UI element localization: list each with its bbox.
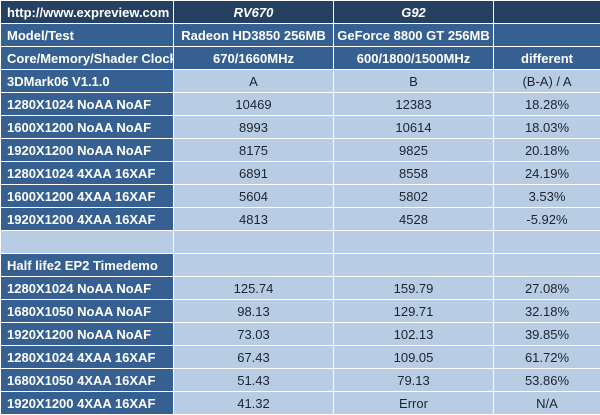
empty-cell [493, 253, 600, 277]
gpu-b-value-cell: 8558 [333, 161, 494, 185]
model-spacer-cell [493, 23, 600, 47]
clocks-label-cell: Core/Memory/Shader Clock [0, 46, 174, 70]
row-label-cell: 1280X1024 4XAA 16XAF [0, 161, 174, 185]
section-title-cell: Half life2 EP2 Timedemo [0, 253, 174, 277]
gpu-a-value-cell: 73.03 [173, 322, 334, 346]
diff-value-cell: 18.28% [493, 92, 600, 116]
model-test-label-cell: Model/Test [0, 23, 174, 47]
row-label-cell: 1680X1050 NoAA NoAF [0, 299, 174, 323]
gpu-b-value-cell: Error [333, 391, 494, 415]
clocks-row: Core/Memory/Shader Clock 670/1660MHz 600… [0, 46, 600, 70]
table-row: 1920X1200 NoAA NoAF 8175 9825 20.18% [0, 138, 600, 162]
table-row: 1920X1200 4XAA 16XAF 4813 4528 -5.92% [0, 207, 600, 231]
diff-value-cell: N/A [493, 391, 600, 415]
row-label-cell: 1920X1200 NoAA NoAF [0, 138, 174, 162]
diff-formula-cell: (B-A) / A [493, 69, 600, 93]
table-row: 1600X1200 NoAA NoAF 8993 10614 18.03% [0, 115, 600, 139]
empty-cell [0, 230, 174, 254]
gpu-b-value-cell: 4528 [333, 207, 494, 231]
model-row: Model/Test Radeon HD3850 256MB GeForce 8… [0, 23, 600, 47]
empty-cell [333, 253, 494, 277]
table-row: 1280X1024 4XAA 16XAF 67.43 109.05 61.72% [0, 345, 600, 369]
diff-value-cell: 3.53% [493, 184, 600, 208]
row-label-cell: 1600X1200 4XAA 16XAF [0, 184, 174, 208]
gpu-a-value-cell: 8175 [173, 138, 334, 162]
section-halflife-row: Half life2 EP2 Timedemo [0, 253, 600, 277]
gpu-a-value-cell: 67.43 [173, 345, 334, 369]
gpu-a-value-cell: 51.43 [173, 368, 334, 392]
diff-value-cell: 61.72% [493, 345, 600, 369]
row-label-cell: 1280X1024 NoAA NoAF [0, 92, 174, 116]
section-3dmark-row: 3DMark06 V1.1.0 A B (B-A) / A [0, 69, 600, 93]
gpu-b-value-cell: 9825 [333, 138, 494, 162]
gpu-b-value-cell: 129.71 [333, 299, 494, 323]
different-header-cell: different [493, 46, 600, 70]
section-title-cell: 3DMark06 V1.1.0 [0, 69, 174, 93]
gpu-a-value-cell: 5604 [173, 184, 334, 208]
table-row: 1920X1200 4XAA 16XAF 41.32 Error N/A [0, 391, 600, 415]
diff-value-cell: 20.18% [493, 138, 600, 162]
gpu-b-value-cell: 10614 [333, 115, 494, 139]
table-row: 1280X1024 NoAA NoAF 125.74 159.79 27.08% [0, 276, 600, 300]
gpu-a-model-cell: Radeon HD3850 256MB [173, 23, 334, 47]
source-url-cell: http://www.expreview.com [0, 0, 174, 24]
gpu-a-value-cell: 98.13 [173, 299, 334, 323]
gpu-b-value-cell: 109.05 [333, 345, 494, 369]
row-label-cell: 1280X1024 4XAA 16XAF [0, 345, 174, 369]
spacer-row [0, 230, 600, 254]
table-row: 1280X1024 NoAA NoAF 10469 12383 18.28% [0, 92, 600, 116]
diff-value-cell: -5.92% [493, 207, 600, 231]
row-label-cell: 1920X1200 4XAA 16XAF [0, 391, 174, 415]
empty-cell [333, 230, 494, 254]
empty-cell [173, 253, 334, 277]
gpu-b-value-cell: 159.79 [333, 276, 494, 300]
table-row: 1680X1050 4XAA 16XAF 51.43 79.13 53.86% [0, 368, 600, 392]
empty-cell [173, 230, 334, 254]
gpu-b-value-cell: 12383 [333, 92, 494, 116]
column-key-a-cell: A [173, 69, 334, 93]
gpu-b-codename-cell: G92 [333, 0, 494, 24]
diff-value-cell: 27.08% [493, 276, 600, 300]
row-label-cell: 1600X1200 NoAA NoAF [0, 115, 174, 139]
gpu-a-value-cell: 4813 [173, 207, 334, 231]
table-row: 1600X1200 4XAA 16XAF 5604 5802 3.53% [0, 184, 600, 208]
gpu-a-value-cell: 10469 [173, 92, 334, 116]
row-label-cell: 1920X1200 NoAA NoAF [0, 322, 174, 346]
column-key-b-cell: B [333, 69, 494, 93]
row-label-cell: 1680X1050 4XAA 16XAF [0, 368, 174, 392]
table-row: 1280X1024 4XAA 16XAF 6891 8558 24.19% [0, 161, 600, 185]
table-row: 1680X1050 NoAA NoAF 98.13 129.71 32.18% [0, 299, 600, 323]
gpu-a-value-cell: 8993 [173, 115, 334, 139]
gpu-a-codename-cell: RV670 [173, 0, 334, 24]
gpu-a-value-cell: 6891 [173, 161, 334, 185]
gpu-b-value-cell: 79.13 [333, 368, 494, 392]
empty-cell [493, 230, 600, 254]
gpu-b-model-cell: GeForce 8800 GT 256MB [333, 23, 494, 47]
diff-value-cell: 18.03% [493, 115, 600, 139]
gpu-b-value-cell: 102.13 [333, 322, 494, 346]
diff-value-cell: 39.85% [493, 322, 600, 346]
header-spacer-cell [493, 0, 600, 24]
gpu-b-clocks-cell: 600/1800/1500MHz [333, 46, 494, 70]
row-label-cell: 1280X1024 NoAA NoAF [0, 276, 174, 300]
row-label-cell: 1920X1200 4XAA 16XAF [0, 207, 174, 231]
gpu-b-value-cell: 5802 [333, 184, 494, 208]
diff-value-cell: 32.18% [493, 299, 600, 323]
gpu-a-value-cell: 41.32 [173, 391, 334, 415]
table-row: 1920X1200 NoAA NoAF 73.03 102.13 39.85% [0, 322, 600, 346]
gpu-a-value-cell: 125.74 [173, 276, 334, 300]
diff-value-cell: 24.19% [493, 161, 600, 185]
diff-value-cell: 53.86% [493, 368, 600, 392]
gpu-a-clocks-cell: 670/1660MHz [173, 46, 334, 70]
table-header-row: http://www.expreview.com RV670 G92 [0, 0, 600, 24]
